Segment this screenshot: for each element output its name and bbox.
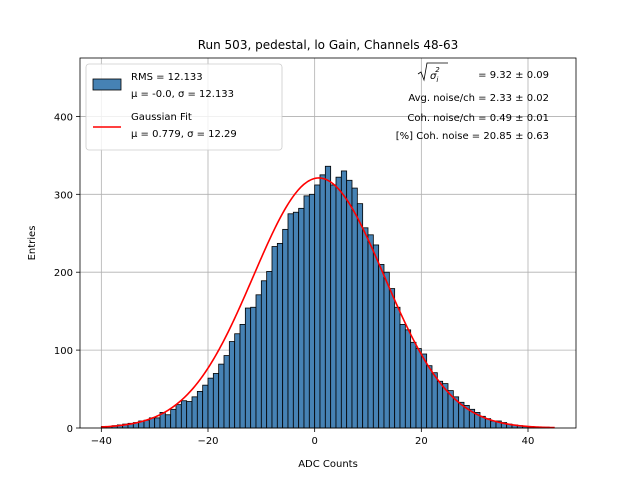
gaussian-fit-line	[101, 177, 555, 429]
histogram-bar	[250, 306, 257, 429]
histogram-bar	[292, 211, 300, 429]
histogram-bar	[255, 294, 262, 429]
histogram-bar	[436, 380, 444, 429]
histogram-bar	[394, 306, 401, 429]
histogram-bar	[276, 242, 284, 429]
histogram-bar	[282, 228, 289, 429]
histogram-bar	[346, 179, 353, 429]
histogram-bar	[324, 165, 332, 429]
histogram-bar	[319, 174, 326, 429]
histogram-bar	[308, 193, 316, 429]
histogram-bar	[356, 203, 364, 429]
annotation-coh-noise: Coh. noise/ch = 0.49 ± 0.01	[407, 113, 549, 124]
x-tick-label: −20	[197, 436, 218, 447]
y-axis-ticks: 0 100 200 300 400	[54, 112, 80, 435]
annotation-avg-noise: Avg. noise/ch = 2.33 ± 0.02	[408, 93, 549, 104]
legend-fit-stats: μ = 0.779, σ = 12.29	[131, 129, 237, 140]
histogram-bar	[186, 401, 193, 429]
x-tick-label: 20	[415, 436, 428, 447]
plot-frame	[79, 57, 577, 429]
histogram-bar	[372, 244, 380, 429]
histogram-bar	[266, 271, 273, 429]
x-axis-ticks: −40 −20 0 20 40	[91, 428, 535, 447]
histogram-bar	[335, 176, 342, 429]
histogram-bar	[212, 373, 220, 429]
histogram-bar	[180, 400, 188, 429]
histogram-bar	[330, 184, 337, 429]
histogram-bar	[175, 404, 182, 429]
histogram-bar	[399, 323, 406, 429]
histogram-bar	[202, 384, 209, 429]
x-tick-label: 40	[522, 436, 535, 447]
histogram-bar	[196, 390, 204, 429]
histogram-bar	[378, 264, 385, 429]
legend-bar-label: RMS = 12.133	[131, 72, 203, 83]
histogram-bar	[260, 280, 268, 429]
histogram-bar	[410, 341, 417, 429]
histogram-bar	[351, 187, 358, 429]
histogram-bar	[431, 372, 438, 429]
histogram-bar	[383, 271, 390, 429]
x-tick-label: 0	[311, 436, 317, 447]
y-axis-label: Entries	[27, 226, 38, 261]
legend-bar-swatch	[92, 78, 122, 91]
histogram-bar	[191, 396, 198, 429]
histogram-bar	[298, 207, 305, 429]
histogram-bar	[164, 414, 172, 429]
chart-title: Run 503, pedestal, lo Gain, Channels 48-…	[198, 38, 459, 52]
x-axis-label: ADC Counts	[298, 459, 358, 470]
histogram-bar	[388, 288, 396, 429]
histogram-bar	[426, 365, 433, 429]
histogram-bar	[244, 307, 252, 429]
histogram-bar	[218, 363, 225, 429]
histogram-bar	[170, 408, 177, 429]
legend-fit-label: Gaussian Fit	[131, 112, 192, 123]
y-tick-label: 400	[54, 112, 73, 123]
histogram-bar	[415, 348, 422, 429]
histogram-bar	[340, 170, 348, 429]
histogram-bar	[362, 227, 369, 429]
x-tick-label: −40	[91, 436, 112, 447]
histogram-bar	[404, 329, 412, 429]
histogram-bar	[367, 234, 374, 429]
sigma-symbol: σi2	[430, 66, 440, 84]
histogram-bar	[420, 353, 428, 429]
histogram-bar	[271, 246, 278, 429]
histogram-bar	[239, 323, 246, 429]
histogram-bar	[154, 417, 161, 429]
noise-annotations: σi2 = 9.32 ± 0.09 Avg. noise/ch = 2.33 ±…	[396, 62, 549, 142]
histogram-bar	[314, 184, 321, 429]
annotation-coh-noise-pct: [%] Coh. noise = 20.85 ± 0.63	[396, 131, 549, 142]
histogram-bar	[223, 355, 230, 429]
y-tick-label: 200	[54, 268, 73, 279]
legend-bar-stats: μ = -0.0, σ = 12.133	[131, 89, 234, 100]
histogram-bar	[287, 213, 294, 429]
y-tick-label: 0	[67, 424, 73, 435]
histogram-bars	[100, 165, 550, 429]
histogram-bar	[303, 195, 310, 429]
legend: RMS = 12.133 μ = -0.0, σ = 12.133 Gaussi…	[85, 63, 283, 151]
annotation-total-noise: = 9.32 ± 0.09	[478, 70, 549, 81]
histogram-bar	[234, 333, 241, 429]
sqrt-symbol	[417, 62, 448, 82]
histogram-bar	[228, 341, 236, 429]
histogram-bar	[207, 377, 214, 429]
y-tick-label: 100	[54, 346, 73, 357]
legend-frame	[85, 63, 283, 151]
y-tick-label: 300	[54, 190, 73, 201]
